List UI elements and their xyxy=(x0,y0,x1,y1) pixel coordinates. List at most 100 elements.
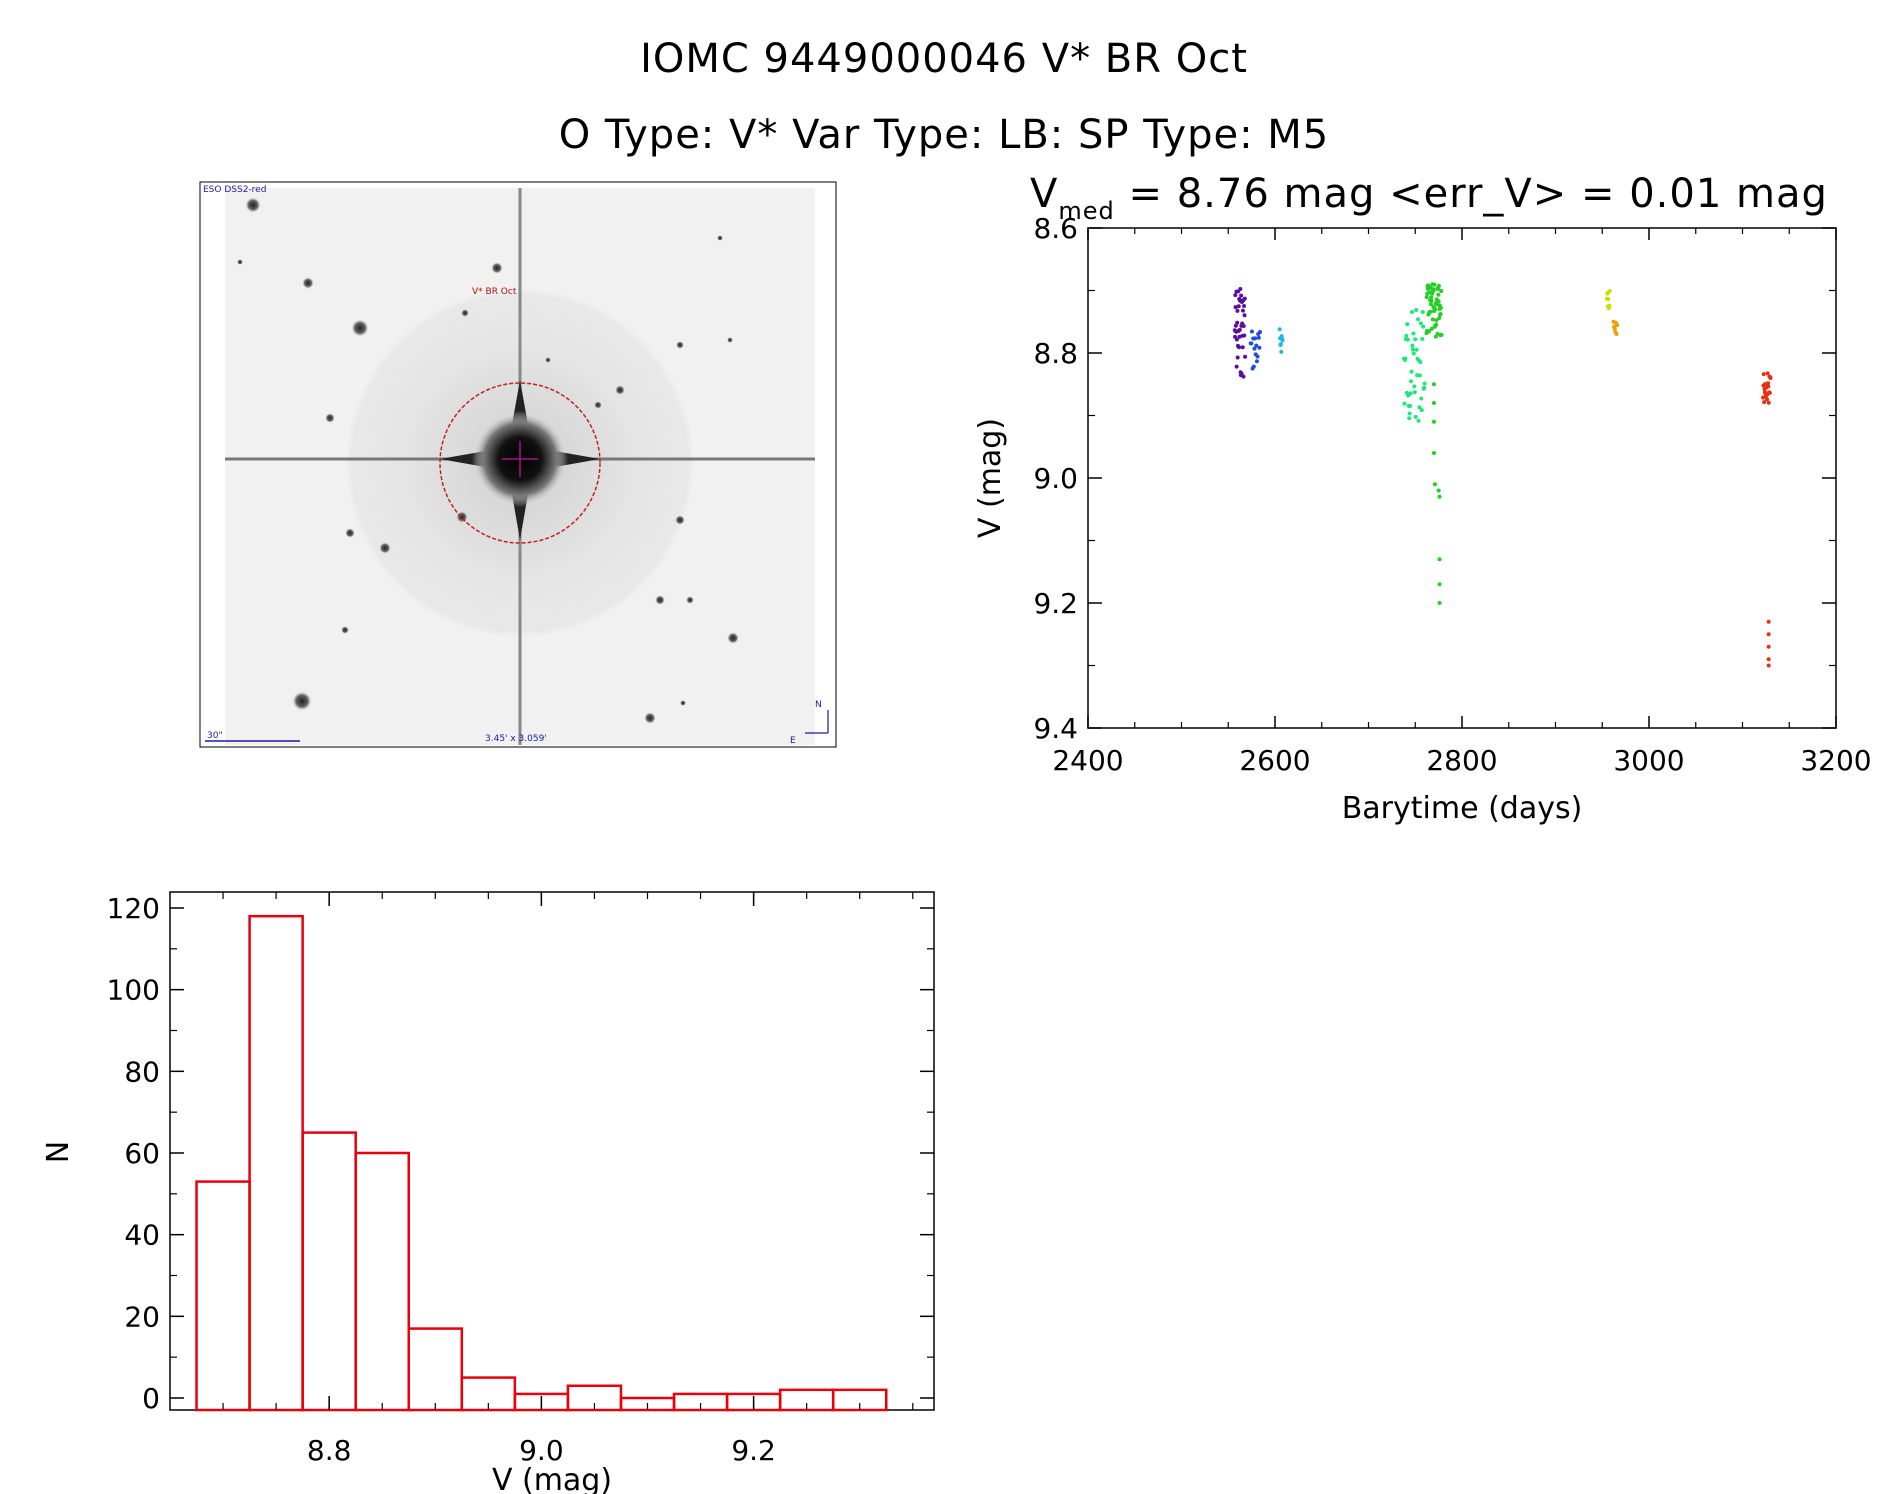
lightcurve-outlier xyxy=(1766,644,1771,649)
field-star xyxy=(245,197,261,213)
lightcurve-point xyxy=(1419,396,1424,401)
lightcurve-outlier xyxy=(1432,482,1437,487)
lightcurve-point xyxy=(1429,295,1434,300)
lightcurve-point xyxy=(1403,356,1408,361)
lightcurve-point xyxy=(1252,346,1257,351)
lightcurve-title-rest: = 8.76 mag <err_V> = 0.01 mag xyxy=(1115,171,1828,217)
field-star xyxy=(615,385,625,395)
lightcurve-point xyxy=(1409,369,1414,374)
lightcurve-title-sub: med xyxy=(1058,197,1114,225)
lightcurve-outlier xyxy=(1431,419,1436,424)
lightcurve-point xyxy=(1428,302,1433,307)
lightcurve-point xyxy=(1410,347,1415,352)
histogram-ytick-label: 40 xyxy=(124,1219,160,1252)
lightcurve-point xyxy=(1612,326,1617,331)
lightcurve-outlier xyxy=(1431,401,1436,405)
figure-subtitle: O Type: V* Var Type: LB: SP Type: M5 xyxy=(559,112,1330,158)
lightcurve-point xyxy=(1411,351,1416,356)
field-star xyxy=(325,413,335,423)
lightcurve-point xyxy=(1235,320,1240,325)
finder-image: ESO DSS2-red V* BR Oct 30" 3.45' x 3.059… xyxy=(199,181,837,748)
lightcurve-point xyxy=(1407,416,1412,421)
lightcurve-point xyxy=(1242,304,1247,309)
histogram-xtick-label: 9.2 xyxy=(731,1434,776,1467)
lightcurve-point xyxy=(1413,337,1418,342)
lightcurve-point xyxy=(1235,308,1240,313)
lightcurve-point xyxy=(1240,308,1245,313)
lightcurve-xtick-label: 2800 xyxy=(1426,744,1497,777)
lightcurve-point xyxy=(1438,305,1443,310)
histogram-ytick-label: 60 xyxy=(124,1137,160,1170)
lightcurve-outlier xyxy=(1437,557,1442,562)
lightcurve-point xyxy=(1432,282,1437,287)
lightcurve-outlier xyxy=(1766,663,1771,668)
lightcurve-point xyxy=(1768,376,1773,381)
lightcurve-point xyxy=(1762,400,1767,405)
lightcurve-point xyxy=(1411,331,1416,336)
lightcurve-point xyxy=(1233,305,1238,310)
lightcurve-point xyxy=(1409,379,1414,384)
lightcurve-point xyxy=(1417,373,1422,378)
histogram-bar xyxy=(248,914,304,1412)
lightcurve-point xyxy=(1430,291,1435,296)
lightcurve-point xyxy=(1761,372,1766,377)
lightcurve-points xyxy=(1232,282,1773,668)
field-star xyxy=(237,259,243,265)
lightcurve-point xyxy=(1412,390,1417,395)
lightcurve-ytick-label: 9.2 xyxy=(1033,587,1078,620)
lightcurve-point xyxy=(1436,299,1441,304)
lightcurve-point xyxy=(1407,411,1412,416)
field-star xyxy=(456,511,468,523)
lightcurve-point xyxy=(1433,307,1438,312)
histogram-xlabel: V (mag) xyxy=(492,1463,612,1494)
lightcurve-point xyxy=(1234,337,1239,342)
north-label: N xyxy=(815,700,822,710)
histogram-ytick-label: 100 xyxy=(107,974,160,1007)
field-star xyxy=(545,357,551,363)
lightcurve-point xyxy=(1277,327,1282,332)
lightcurve-point xyxy=(1765,371,1770,376)
lightcurve-point xyxy=(1404,333,1409,338)
histogram-ytick-label: 120 xyxy=(107,892,160,925)
lightcurve-point xyxy=(1420,309,1425,314)
lightcurve-point xyxy=(1417,405,1422,410)
lightcurve-point xyxy=(1243,354,1248,359)
histogram-bar xyxy=(407,1327,464,1412)
lightcurve-point xyxy=(1254,343,1259,348)
lightcurve-point xyxy=(1418,321,1423,326)
lightcurve-point xyxy=(1766,381,1771,386)
field-star xyxy=(727,337,733,343)
lightcurve-xtick-label: 2600 xyxy=(1239,744,1310,777)
lightcurve-xtick-label: 3200 xyxy=(1800,744,1871,777)
lightcurve-ylabel: V (mag) xyxy=(973,418,1008,538)
lightcurve-ytick-label: 8.6 xyxy=(1033,212,1078,245)
lightcurve-point xyxy=(1405,322,1410,327)
figure-title: IOMC 9449000046 V* BR Oct xyxy=(640,36,1248,82)
lightcurve-point xyxy=(1278,342,1283,347)
lightcurve-point xyxy=(1413,414,1418,419)
lightcurve-point xyxy=(1766,400,1771,405)
lightcurve-point xyxy=(1434,318,1439,323)
lightcurve-point xyxy=(1426,329,1431,334)
field-star xyxy=(727,632,739,644)
lightcurve-point xyxy=(1422,385,1427,390)
lightcurve-point xyxy=(1431,288,1436,293)
lightcurve-point xyxy=(1241,324,1246,329)
lightcurve-point xyxy=(1234,364,1239,369)
lightcurve-point xyxy=(1236,304,1241,309)
lightcurve-point xyxy=(1428,309,1433,314)
lightcurve-xlabel: Barytime (days) xyxy=(1342,791,1583,826)
lightcurve-point xyxy=(1242,313,1247,318)
lightcurve-point xyxy=(1419,408,1424,413)
histogram-bar xyxy=(195,1180,251,1412)
lightcurve-point xyxy=(1238,286,1243,291)
lightcurve-point xyxy=(1439,332,1444,337)
lightcurve-point xyxy=(1439,289,1444,294)
lightcurve-point xyxy=(1251,364,1256,369)
lightcurve-point xyxy=(1408,391,1413,396)
lightcurve-point xyxy=(1237,327,1242,332)
field-star xyxy=(351,319,369,337)
field-star xyxy=(686,596,694,604)
lightcurve-point xyxy=(1606,297,1611,302)
